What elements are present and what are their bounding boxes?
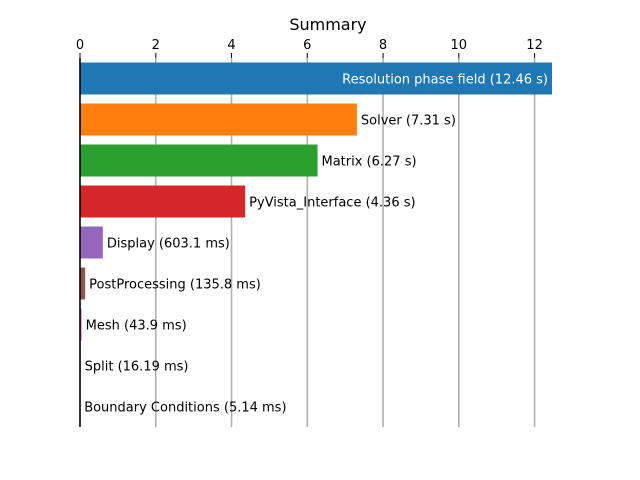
bar-resolution-phase-field <box>80 62 552 95</box>
bar-label: PostProcessing (135.8 ms) <box>89 278 261 293</box>
bar-label: PyVista_Interface (4.36 s) <box>249 196 415 211</box>
bar-pyvista-interface <box>80 185 246 218</box>
bar-matrix <box>80 144 318 177</box>
x-axis-ticks: 0 2 4 6 8 10 12 <box>76 38 543 58</box>
bar-label: Split (16.19 ms) <box>85 360 189 375</box>
x-tick-label: 8 <box>379 38 387 53</box>
bar-labels: Resolution phase field (12.46 s) Solver (… <box>84 73 548 416</box>
bar-label: Matrix (6.27 s) <box>322 155 417 170</box>
x-tick-label: 10 <box>451 38 468 53</box>
x-tick-label: 0 <box>76 38 84 53</box>
bar-label: Resolution phase field (12.46 s) <box>342 73 548 88</box>
bar-mesh <box>80 308 82 341</box>
bar-display <box>80 226 103 259</box>
x-tick-label: 4 <box>227 38 235 53</box>
x-tick-label: 12 <box>526 38 543 53</box>
bars <box>80 62 552 423</box>
bar-label: Display (603.1 ms) <box>107 237 230 252</box>
bar-solver <box>80 103 357 136</box>
bar-label: Solver (7.31 s) <box>361 114 456 129</box>
x-tick-label: 2 <box>152 38 160 53</box>
bar-postprocessing <box>80 267 86 300</box>
x-tick-label: 6 <box>303 38 311 53</box>
chart-title: Summary <box>289 15 366 34</box>
bar-label: Mesh (43.9 ms) <box>86 319 187 334</box>
bar-label: Boundary Conditions (5.14 ms) <box>84 401 286 416</box>
